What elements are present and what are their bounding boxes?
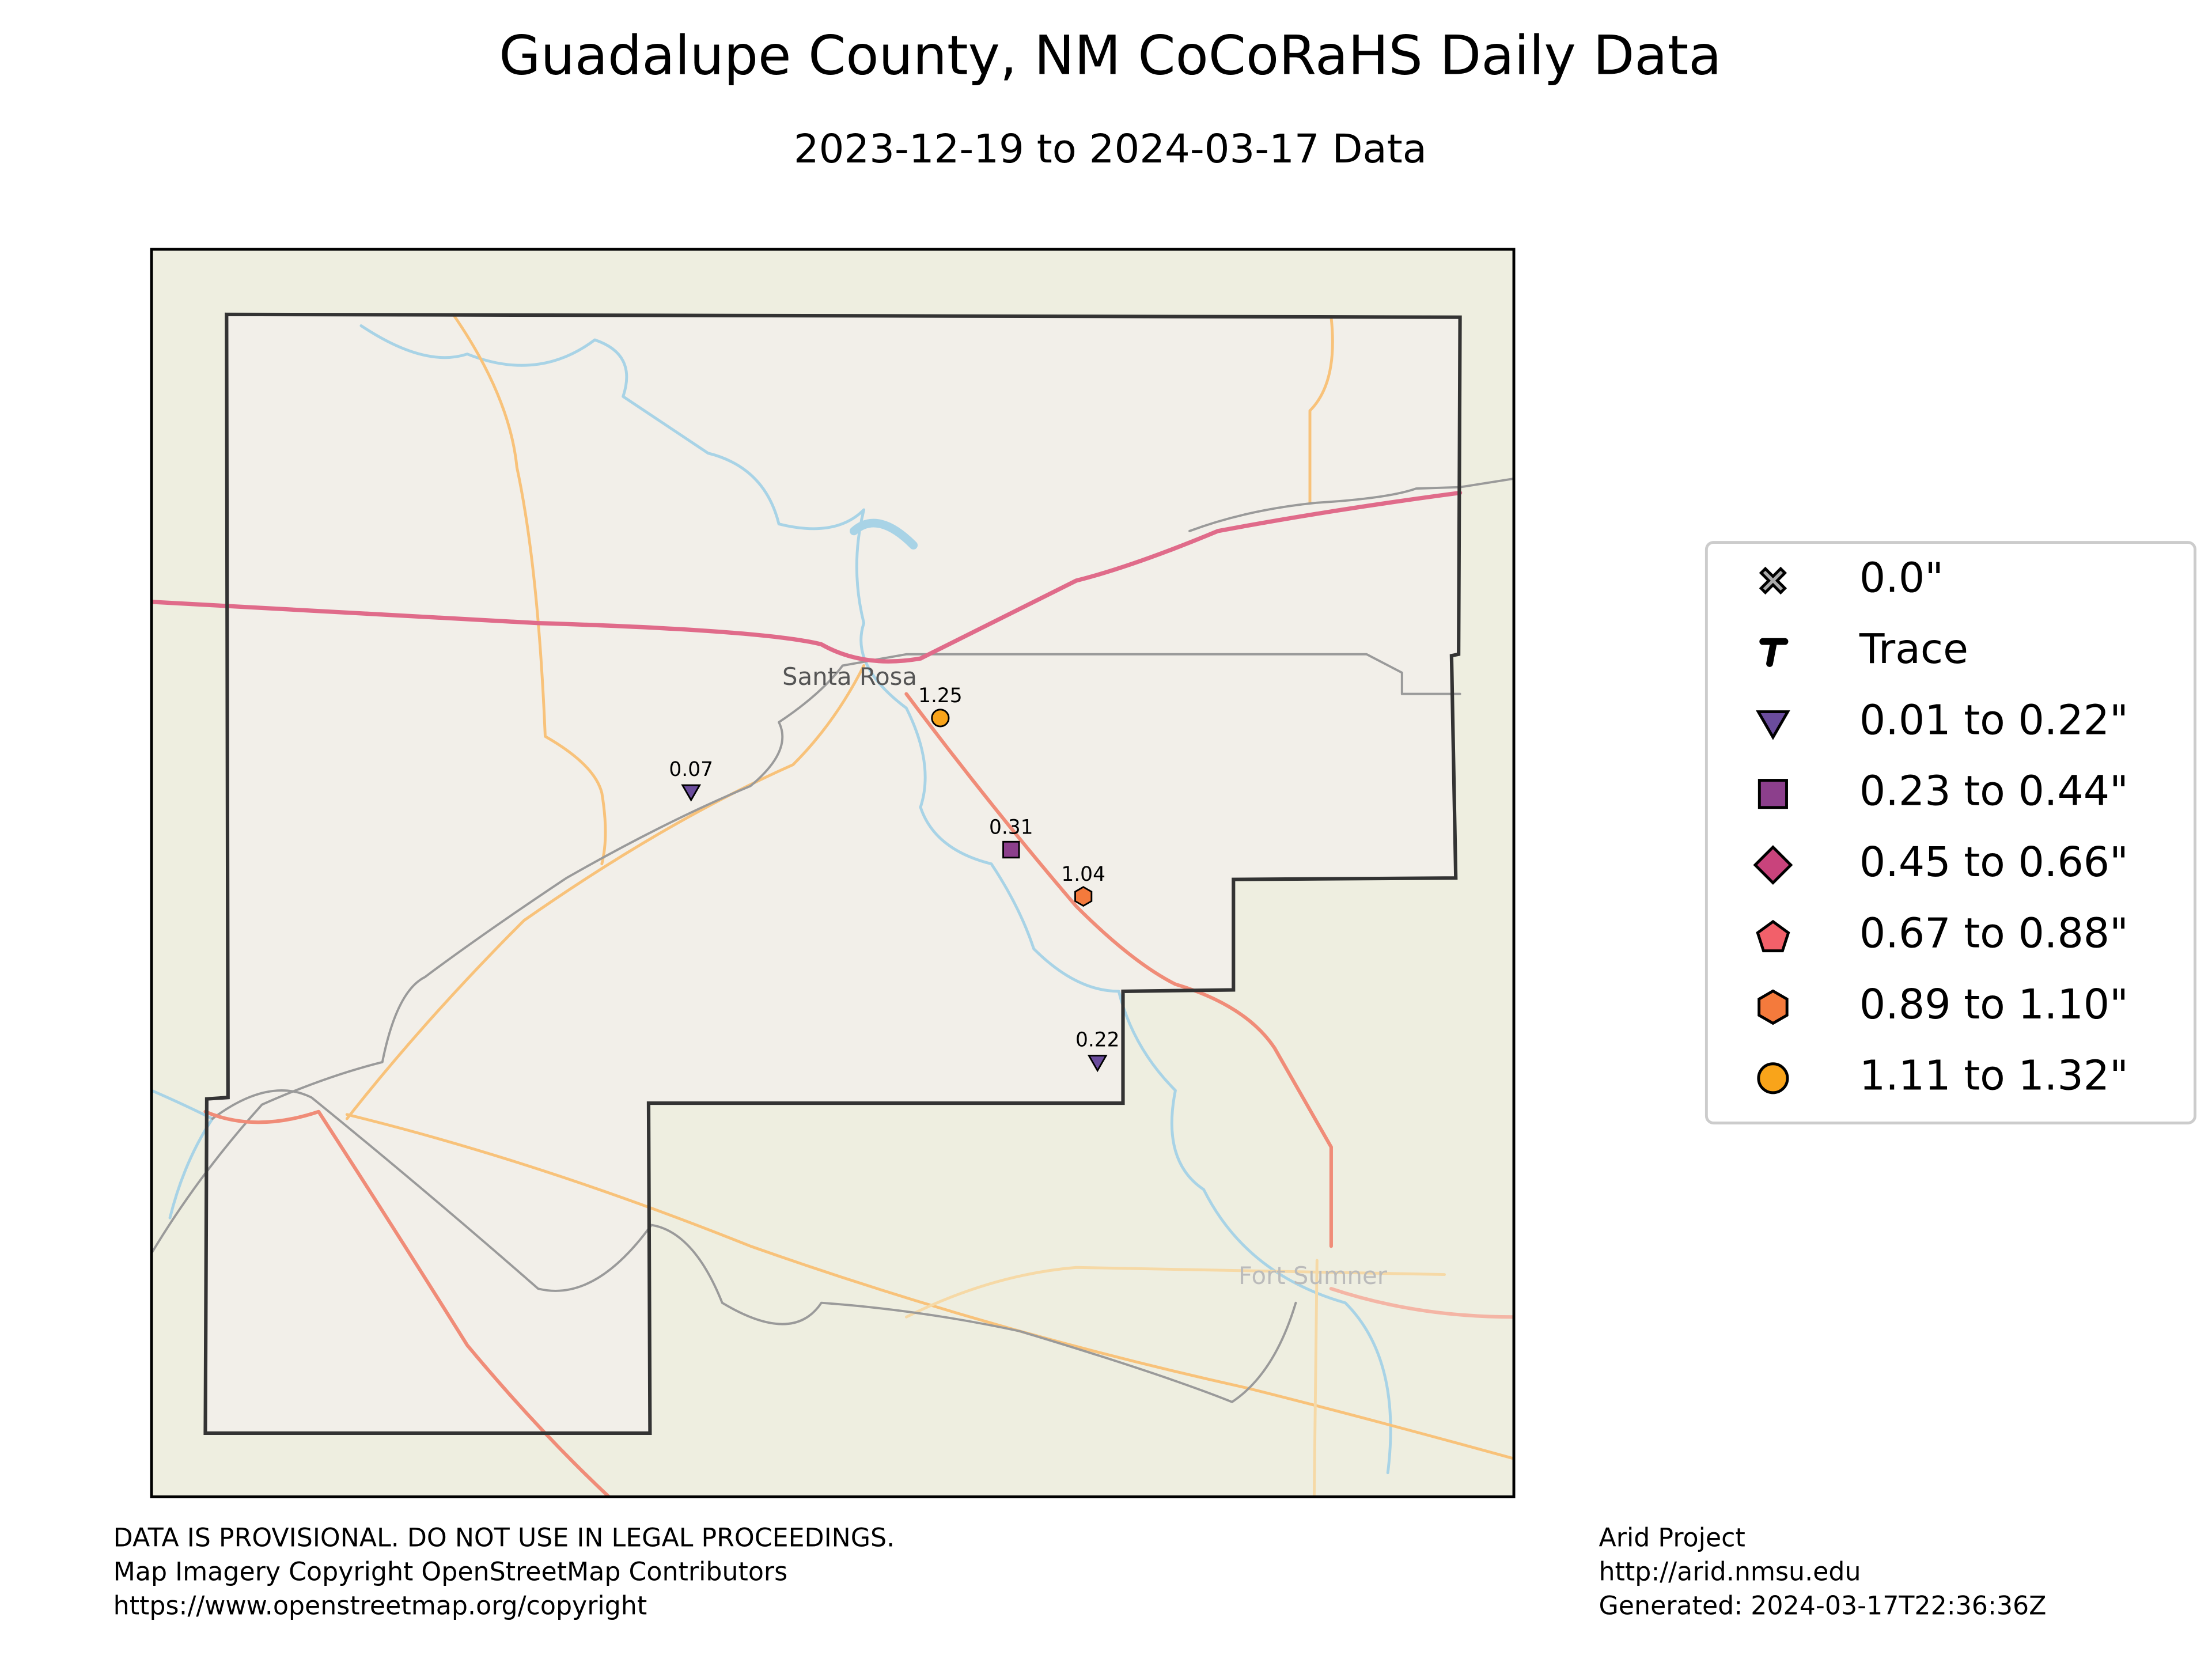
legend-label: 0.89 to 1.10"	[1859, 980, 2128, 1028]
footer-text: https://www.openstreetmap.org/copyright	[113, 1591, 647, 1620]
station-label: 1.04	[1061, 863, 1105, 886]
legend-symbol	[1759, 566, 1787, 595]
legend-box	[1705, 541, 2196, 1124]
title: Guadalupe County, NM CoCoRaHS Daily Data	[499, 25, 1721, 88]
legend-label: 1.11 to 1.32"	[1859, 1051, 2128, 1099]
marker	[1002, 840, 1020, 859]
us-routes	[203, 692, 1514, 1497]
place-label: Santa Rosa	[782, 662, 917, 691]
legend-symbol	[1756, 710, 1790, 740]
footer-text: DATA IS PROVISIONAL. DO NOT USE IN LEGAL…	[113, 1523, 895, 1552]
gray-roads	[151, 477, 1514, 1403]
footer-text: Generated: 2024-03-17T22:36:36Z	[1599, 1591, 2047, 1620]
legend-items: 0.0" Trace 0.01 to 0.22" 0.23 to 0.44" 0.45 …	[1753, 554, 2128, 1099]
footer-text: Arid Project	[1599, 1523, 1745, 1552]
footer-text: Map Imagery Copyright OpenStreetMap Cont…	[113, 1557, 788, 1586]
legend-label: Trace	[1859, 625, 1968, 673]
legend-symbol	[1753, 845, 1793, 885]
highways	[151, 490, 1463, 664]
footer-text: http://arid.nmsu.edu	[1599, 1557, 1861, 1586]
orange-roads	[345, 313, 1514, 1497]
marker	[1074, 886, 1093, 907]
subtitle: 2023-12-19 to 2024-03-17 Data	[794, 126, 1427, 172]
station-label: 0.31	[989, 816, 1033, 839]
footer: DATA IS PROVISIONAL. DO NOT USE IN LEGAL…	[113, 1523, 2047, 1620]
station-label: 0.22	[1075, 1028, 1120, 1051]
marker	[1087, 1055, 1108, 1073]
legend-symbol	[1759, 638, 1789, 667]
rivers	[151, 324, 1392, 1475]
map: Santa Rosa Fort Sumner 1.25 0.07 0.31 1.04 0…	[150, 248, 1516, 1498]
map-frame	[150, 248, 1516, 1498]
station-label: 1.25	[918, 684, 963, 707]
legend-label: 0.45 to 0.66"	[1859, 838, 2128, 886]
legend-label: 0.67 to 0.88"	[1859, 910, 2128, 957]
legend-label: 0.23 to 0.44"	[1859, 767, 2128, 815]
legend-label: 0.0"	[1859, 554, 1944, 601]
legend-label: 0.01 to 0.22"	[1859, 696, 2128, 744]
stations: 1.25 0.07 0.31 1.04 0.22	[669, 684, 1120, 1073]
legend-symbol	[1758, 989, 1789, 1025]
marker	[931, 709, 950, 728]
legend-symbol	[1756, 919, 1790, 953]
legend-symbol	[1758, 779, 1788, 809]
place-label: Fort Sumner	[1238, 1262, 1388, 1290]
county-fill	[205, 314, 1460, 1433]
legend-symbol	[1757, 1062, 1789, 1094]
station-label: 0.07	[669, 758, 713, 781]
legend: 0.0" Trace 0.01 to 0.22" 0.23 to 0.44" 0.45 …	[1705, 541, 2196, 1124]
county-boundary	[203, 312, 1462, 1435]
marker	[681, 784, 702, 802]
